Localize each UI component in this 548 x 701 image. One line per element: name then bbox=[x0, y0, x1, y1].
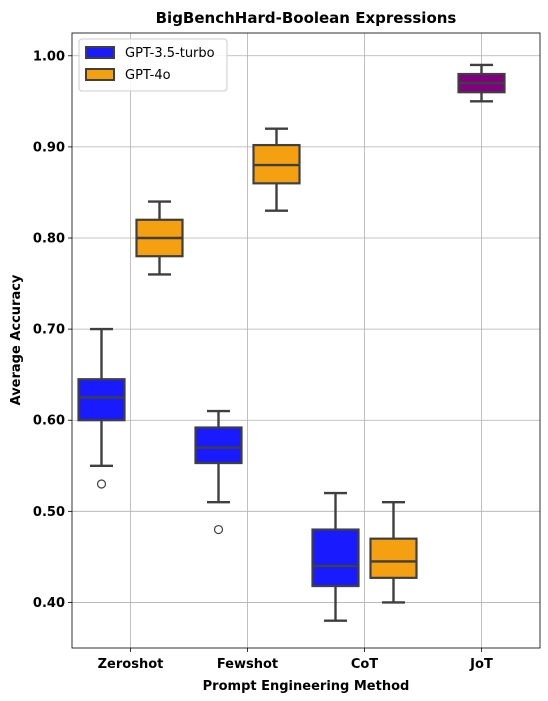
y-tick-label: 0.60 bbox=[33, 414, 65, 429]
grid bbox=[72, 33, 540, 648]
legend-swatch bbox=[85, 68, 115, 81]
x-ticks: Zeroshot Fewshot CoT JoT bbox=[98, 648, 493, 672]
box-body bbox=[194, 426, 243, 465]
box-GPT-4o-CoT bbox=[369, 501, 418, 604]
box-GPT-3.5-turbo-Zeroshot bbox=[77, 327, 126, 489]
outlier-point bbox=[96, 479, 107, 489]
box-body bbox=[311, 528, 360, 588]
box-GPT-3.5-turbo-Fewshot bbox=[194, 409, 243, 535]
box-body bbox=[77, 378, 126, 422]
legend-label: GPT-4o bbox=[125, 68, 171, 83]
y-tick-label: 0.40 bbox=[33, 596, 65, 611]
box-GPT-3.5-turbo-CoT bbox=[311, 491, 360, 622]
box-GPT-4o-Fewshot bbox=[252, 127, 301, 212]
box-body bbox=[369, 537, 418, 579]
x-tick-label: CoT bbox=[351, 657, 378, 672]
y-axis-label: Average Accuracy bbox=[9, 274, 24, 405]
plot-frame bbox=[71, 32, 541, 649]
legend-label: GPT-3.5-turbo bbox=[125, 46, 215, 61]
y-tick-label: 0.50 bbox=[33, 505, 65, 520]
x-axis-label: Prompt Engineering Method bbox=[203, 679, 410, 694]
legend-frame bbox=[78, 38, 228, 92]
y-tick-label: 1.00 bbox=[33, 49, 65, 64]
chart-title: BigBenchHard-Boolean Expressions bbox=[156, 9, 457, 27]
legend: GPT-3.5-turbo GPT-4o bbox=[78, 38, 228, 92]
legend-swatch bbox=[85, 46, 115, 59]
x-tick-label: Zeroshot bbox=[98, 657, 164, 672]
y-tick-label: 0.80 bbox=[33, 232, 65, 247]
outlier-point bbox=[213, 524, 224, 535]
y-tick-label: 0.70 bbox=[33, 323, 65, 338]
x-tick-label: JoT bbox=[469, 657, 493, 672]
y-ticks: 0.40 0.50 0.60 0.70 0.80 0.90 1.00 bbox=[33, 49, 72, 611]
box-GPT-4o-Zeroshot bbox=[135, 200, 184, 276]
box-series-JoT bbox=[457, 63, 506, 103]
x-tick-label: Fewshot bbox=[217, 657, 278, 672]
boxes bbox=[77, 63, 506, 622]
y-tick-label: 0.90 bbox=[33, 140, 65, 155]
